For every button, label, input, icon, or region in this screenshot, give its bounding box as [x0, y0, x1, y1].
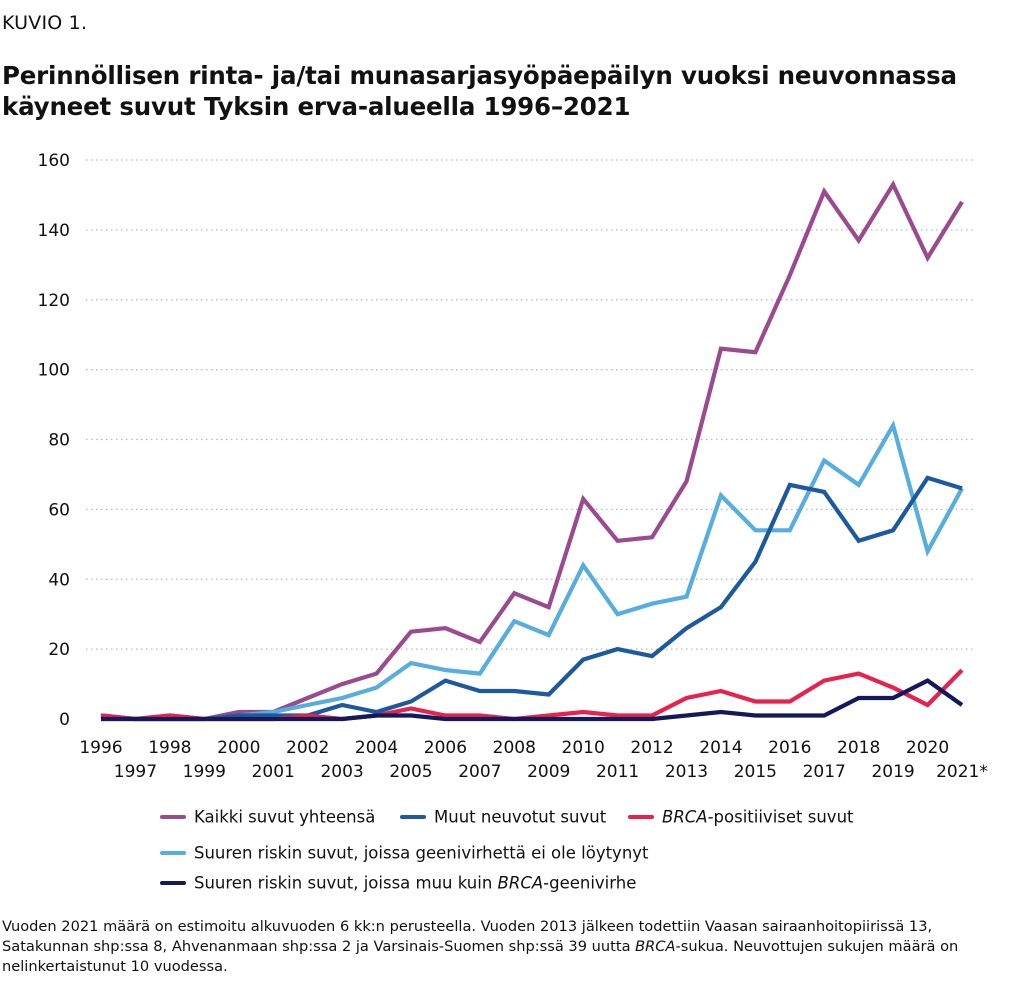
legend-swatch-high-none: [160, 850, 186, 855]
y-tick-label-40: 40: [48, 570, 70, 590]
x-tick-label-2010: 2010: [562, 738, 605, 758]
footnote: Vuoden 2021 määrä on estimoitu alkuvuode…: [2, 917, 1017, 977]
x-tick-label-2016: 2016: [768, 738, 811, 758]
legend-swatch-total: [160, 814, 186, 819]
legend-label-high-other-italic: BRCA: [497, 873, 544, 893]
x-tick-label-2013: 2013: [665, 762, 708, 782]
x-tick-label-2012: 2012: [630, 738, 673, 758]
legend-item-brca: BRCA-positiiviset suvut: [628, 805, 854, 829]
legend-item-total: Kaikki suvut yhteensä: [160, 805, 375, 829]
x-tick-label-2009: 2009: [527, 762, 570, 782]
x-tick-label-2003: 2003: [320, 762, 363, 782]
y-tick-label-100: 100: [38, 361, 70, 381]
legend-label-brca-italic: BRCA: [662, 807, 708, 827]
x-tick-label-1997: 1997: [114, 762, 157, 782]
x-tick-label-1999: 1999: [183, 762, 226, 782]
x-tick-label-2011: 2011: [596, 762, 639, 782]
x-tick-label-2004: 2004: [355, 738, 398, 758]
legend-swatch-high-other: [160, 880, 186, 885]
figure-label: KUVIO 1.: [2, 12, 88, 34]
y-tick-label-160: 160: [38, 151, 70, 171]
x-tick-label-2020: 2020: [906, 738, 949, 758]
x-axis: 1996 1997 1998 1999 2000 2001 2002 2003 2004 2005…: [79, 738, 988, 782]
legend-label-total: Kaikki suvut yhteensä: [194, 807, 376, 827]
legend-label-brca: BRCA-positiiviset suvut: [662, 808, 854, 827]
x-tick-label-2008: 2008: [493, 738, 536, 758]
x-tick-label-2001: 2001: [252, 762, 295, 782]
y-tick-label-60: 60: [48, 500, 70, 520]
legend-label-high-none: Suuren riskin suvut, joissa geenivirhett…: [194, 843, 649, 863]
gridlines: [86, 159, 975, 650]
x-tick-label-1998: 1998: [148, 738, 191, 758]
x-tick-label-1996: 1996: [79, 738, 122, 758]
legend-label-brca-text: -positiiviset suvut: [707, 807, 854, 827]
x-tick-label-2006: 2006: [424, 738, 467, 758]
legend-item-high-other: Suuren riskin suvut, joissa muu kuin BRC…: [160, 871, 636, 895]
x-tick-label-2015: 2015: [734, 762, 777, 782]
x-tick-label-2019: 2019: [871, 762, 914, 782]
x-tick-label-2007: 2007: [458, 762, 501, 782]
x-tick-label-2021est: 2021*: [936, 762, 988, 782]
x-tick-label-2000: 2000: [217, 738, 260, 758]
series-line-other: [100, 475, 963, 722]
line-chart: 0 20 40 60 80 100 120 140 160 1996 1997 1998 1999 20…: [38, 151, 988, 782]
y-axis: 0 20 40 60 80 100 120 140 160: [38, 151, 70, 730]
legend-item-high-none: Suuren riskin suvut, joissa geenivirhett…: [160, 841, 649, 865]
y-tick-label-80: 80: [48, 431, 70, 451]
legend-label-high-other-suffix: -geenivirhe: [543, 873, 637, 893]
x-tick-label-2014: 2014: [699, 738, 742, 758]
x-tick-label-2018: 2018: [837, 738, 880, 758]
x-tick-label-2002: 2002: [286, 738, 329, 758]
footnote-part1: Vuoden 2021 määrä on estimoitu alkuvuode…: [2, 918, 933, 955]
legend-swatch-other: [400, 814, 426, 819]
series-line-high-none: [101, 420, 964, 722]
legend-label-high-other: Suuren riskin suvut, joissa muu kuin BRC…: [194, 874, 636, 893]
y-tick-label-120: 120: [38, 291, 70, 311]
x-tick-label-2017: 2017: [803, 762, 846, 782]
legend-swatch-brca: [628, 814, 654, 819]
series-line-high-other: [101, 678, 964, 722]
legend-item-other: Muut neuvotut suvut: [400, 805, 606, 829]
x-tick-label-2005: 2005: [389, 762, 432, 782]
footnote-italic: BRCA: [635, 938, 676, 955]
y-tick-label-140: 140: [38, 221, 70, 241]
series-line-total: [100, 180, 964, 722]
y-tick-label-0: 0: [59, 710, 70, 730]
chart-title: Perinnöllisen rinta- ja/tai munasarjasyö…: [2, 61, 957, 121]
legend-label-high-other-prefix: Suuren riskin suvut, joissa muu kuin: [194, 873, 498, 893]
footnote-part2: -sukua. Neuvottujen sukujen määrä on nel…: [2, 938, 959, 975]
series-lines: [100, 180, 964, 722]
y-tick-label-20: 20: [48, 640, 70, 660]
legend-label-other: Muut neuvotut suvut: [434, 807, 607, 827]
